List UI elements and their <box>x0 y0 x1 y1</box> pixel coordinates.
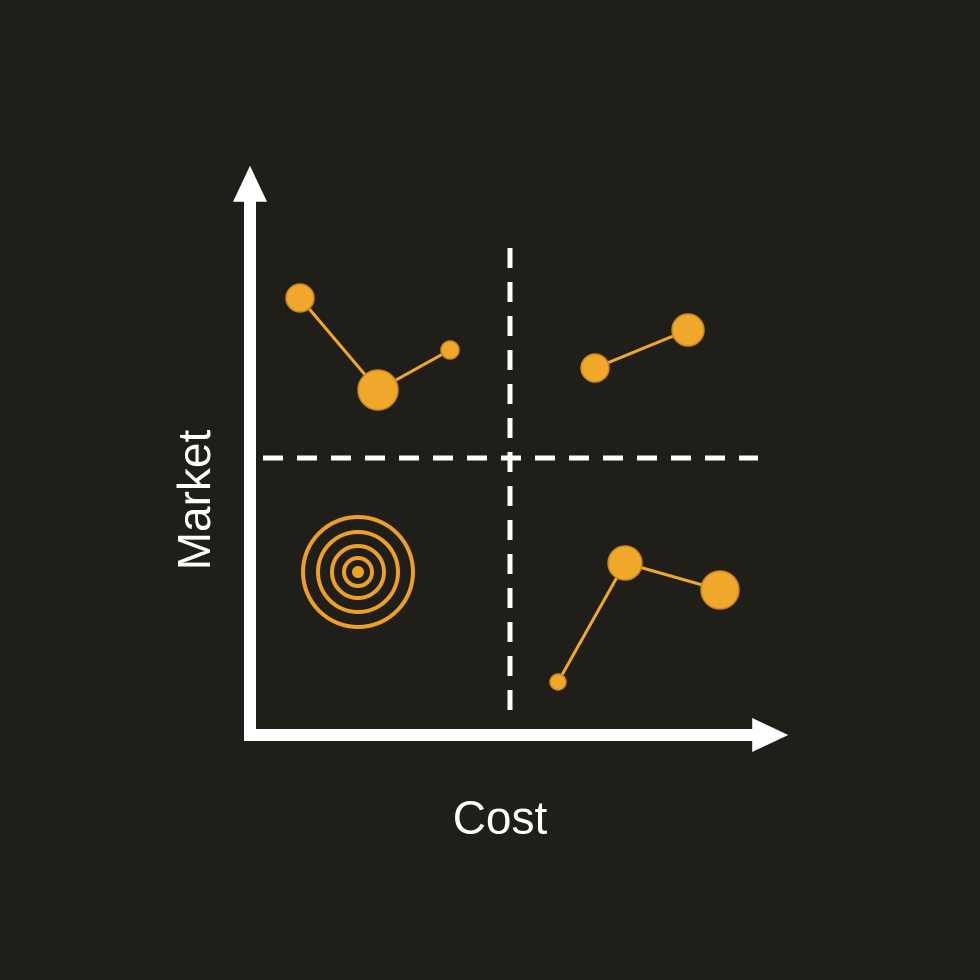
x-axis-label: Cost <box>453 792 548 844</box>
data-point <box>581 354 609 382</box>
data-point <box>608 546 642 580</box>
data-point <box>286 284 314 312</box>
data-point <box>550 674 566 690</box>
chart-canvas: Cost Market <box>0 0 980 980</box>
quadrant-chart: Cost Market <box>0 0 980 980</box>
target-icon <box>303 517 413 627</box>
target-center <box>352 566 364 578</box>
data-point <box>701 571 739 609</box>
y-axis-label: Market <box>168 429 220 570</box>
data-point <box>441 341 459 359</box>
data-point <box>358 370 398 410</box>
data-point <box>672 314 704 346</box>
